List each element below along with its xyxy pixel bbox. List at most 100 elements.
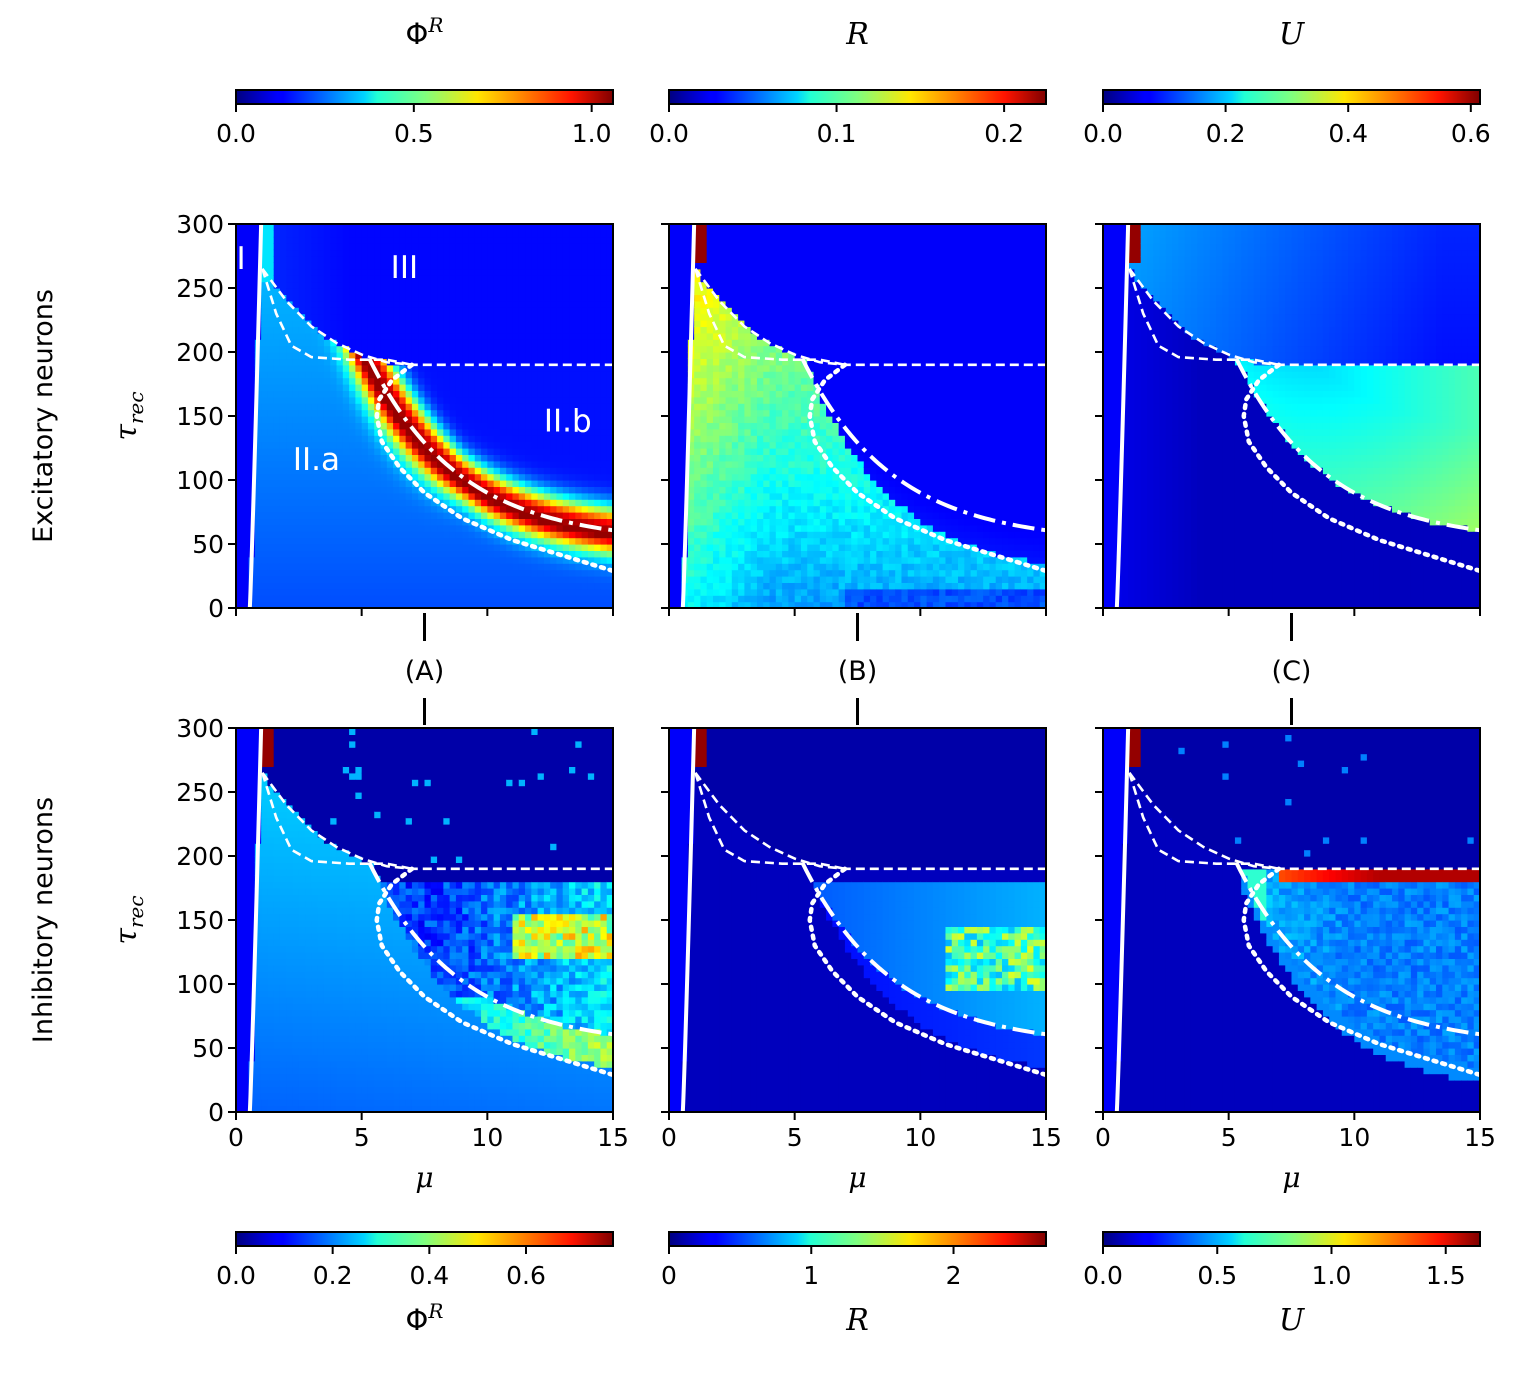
heatmap-cell bbox=[587, 480, 595, 487]
heatmap-cell bbox=[587, 492, 595, 500]
heatmap-cell bbox=[336, 576, 344, 583]
heatmap-cell bbox=[581, 499, 589, 507]
heatmap-cell bbox=[606, 428, 614, 436]
heatmap-cell bbox=[738, 294, 745, 302]
heatmap-cell bbox=[323, 467, 331, 475]
heatmap-cell bbox=[712, 384, 720, 391]
heatmap-cell bbox=[279, 595, 287, 603]
heatmap-cell bbox=[418, 396, 426, 404]
heatmap-cell bbox=[468, 524, 476, 532]
heatmap-cell bbox=[317, 352, 325, 359]
heatmap-cell bbox=[769, 384, 777, 391]
heatmap-cell bbox=[323, 396, 331, 404]
heatmap-cell bbox=[405, 384, 413, 391]
heatmap-cell bbox=[380, 537, 388, 545]
heatmap-cell bbox=[336, 403, 344, 411]
colorbar-tick-label: 2 bbox=[946, 1261, 962, 1290]
heatmap-cell bbox=[430, 492, 438, 500]
heatmap-cell bbox=[537, 524, 545, 532]
heatmap-cell bbox=[506, 268, 514, 276]
heatmap-cell bbox=[719, 556, 727, 564]
heatmap-cell bbox=[794, 384, 802, 391]
heatmap-cell bbox=[267, 313, 275, 321]
heatmap-cell bbox=[750, 326, 758, 334]
heatmap-cell bbox=[481, 243, 488, 251]
heatmap-cell bbox=[600, 499, 608, 507]
heatmap-cell bbox=[606, 467, 614, 475]
heatmap-cell bbox=[449, 262, 457, 270]
heatmap-cell bbox=[236, 435, 243, 443]
heatmap-cell bbox=[298, 384, 306, 391]
heatmap-cell bbox=[700, 518, 708, 526]
heatmap-cell bbox=[537, 281, 545, 289]
heatmap-cell bbox=[236, 486, 243, 494]
heatmap-cell bbox=[750, 467, 758, 475]
heatmap-cell bbox=[738, 505, 745, 513]
heatmap-cell bbox=[556, 563, 564, 571]
heatmap-cell bbox=[600, 326, 608, 334]
heatmap-cell bbox=[606, 390, 614, 398]
heatmap-cell bbox=[694, 505, 702, 513]
heatmap-cell bbox=[292, 281, 300, 289]
heatmap-cell bbox=[694, 480, 702, 487]
heatmap-cell bbox=[587, 249, 595, 257]
heatmap-cell bbox=[248, 345, 256, 353]
heatmap-cell bbox=[706, 320, 714, 327]
heatmap-cell bbox=[775, 371, 783, 379]
heatmap-cell bbox=[756, 428, 764, 436]
heatmap-cell bbox=[744, 256, 752, 263]
heatmap-cell bbox=[512, 441, 520, 449]
heatmap-cell bbox=[323, 448, 331, 455]
heatmap-cell bbox=[562, 499, 570, 507]
heatmap-cell bbox=[430, 294, 438, 302]
heatmap-cell bbox=[286, 256, 294, 263]
heatmap-cell bbox=[493, 499, 501, 507]
heatmap-cell bbox=[380, 473, 388, 481]
heatmap-cell bbox=[449, 576, 457, 583]
heatmap-cell bbox=[380, 550, 388, 558]
heatmap-cell bbox=[311, 377, 319, 385]
heatmap-cell bbox=[443, 441, 451, 449]
heatmap-cell bbox=[800, 448, 808, 455]
heatmap-cell bbox=[782, 300, 789, 308]
heatmap-cell bbox=[782, 275, 789, 283]
heatmap-cell bbox=[543, 524, 551, 532]
heatmap-cell bbox=[317, 505, 325, 513]
heatmap-cell bbox=[512, 364, 520, 372]
heatmap-cell bbox=[499, 390, 507, 398]
colorbar-tick-label: 0.4 bbox=[1328, 119, 1368, 148]
heatmap-cell bbox=[424, 224, 432, 231]
heatmap-cell bbox=[550, 262, 558, 270]
heatmap-cell bbox=[725, 505, 733, 513]
heatmap-cell bbox=[292, 544, 300, 551]
heatmap-cell bbox=[725, 448, 733, 455]
heatmap-cell bbox=[756, 556, 764, 564]
heatmap-cell bbox=[261, 480, 269, 487]
heatmap-cell bbox=[330, 352, 338, 359]
heatmap-cell bbox=[386, 460, 394, 468]
heatmap-cell bbox=[298, 563, 306, 571]
heatmap-cell bbox=[543, 486, 551, 494]
heatmap-cell bbox=[411, 563, 419, 571]
heatmap-cell bbox=[418, 377, 426, 385]
heatmap-cell bbox=[323, 531, 331, 539]
heatmap-cell bbox=[487, 422, 495, 430]
heatmap-cell bbox=[600, 601, 608, 609]
heatmap-cell bbox=[756, 473, 764, 481]
heatmap-cell bbox=[342, 300, 350, 308]
heatmap-cell bbox=[361, 601, 369, 609]
heatmap-cell bbox=[669, 492, 676, 500]
heatmap-cell bbox=[775, 339, 783, 347]
heatmap-cell bbox=[449, 563, 457, 571]
heatmap-cell bbox=[317, 313, 325, 321]
heatmap-cell bbox=[349, 601, 356, 609]
heatmap-cell bbox=[242, 531, 250, 539]
heatmap-cell bbox=[669, 486, 676, 494]
heatmap-cell bbox=[493, 268, 501, 276]
heatmap-cell bbox=[512, 499, 520, 507]
heatmap-cell bbox=[292, 268, 300, 276]
heatmap-cell bbox=[525, 262, 532, 270]
heatmap-cell bbox=[367, 288, 375, 295]
heatmap-cell bbox=[411, 332, 419, 340]
heatmap-cell bbox=[556, 364, 564, 372]
